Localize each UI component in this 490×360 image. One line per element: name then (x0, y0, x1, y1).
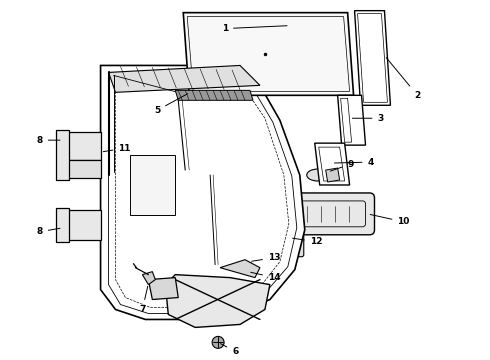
FancyBboxPatch shape (280, 223, 304, 257)
Text: 14: 14 (251, 272, 281, 282)
Text: 8: 8 (37, 136, 60, 145)
Text: 13: 13 (252, 253, 280, 262)
Polygon shape (100, 66, 305, 319)
Circle shape (74, 142, 83, 150)
Polygon shape (56, 208, 69, 242)
Polygon shape (315, 143, 349, 185)
Circle shape (206, 288, 230, 311)
Polygon shape (355, 11, 391, 105)
Polygon shape (63, 132, 100, 160)
Text: 7: 7 (139, 286, 148, 314)
Circle shape (213, 294, 223, 305)
Polygon shape (183, 13, 354, 95)
Circle shape (212, 336, 224, 348)
Text: 6: 6 (220, 344, 238, 356)
Text: 4: 4 (335, 158, 374, 167)
Circle shape (74, 221, 83, 229)
Polygon shape (338, 95, 366, 145)
Polygon shape (148, 278, 178, 300)
FancyBboxPatch shape (290, 193, 374, 235)
Text: 5: 5 (154, 94, 188, 115)
Circle shape (157, 285, 164, 292)
Ellipse shape (164, 254, 186, 282)
Polygon shape (220, 260, 260, 278)
Ellipse shape (307, 169, 329, 181)
Polygon shape (63, 160, 100, 178)
Ellipse shape (133, 232, 171, 248)
Polygon shape (175, 90, 253, 100)
Polygon shape (130, 155, 175, 215)
Text: 12: 12 (293, 237, 322, 246)
Polygon shape (326, 168, 340, 182)
Circle shape (152, 280, 168, 297)
Polygon shape (143, 272, 155, 285)
Polygon shape (108, 66, 260, 92)
Text: 11: 11 (103, 144, 131, 153)
Polygon shape (165, 275, 270, 328)
Text: 2: 2 (386, 58, 420, 100)
Polygon shape (56, 130, 69, 180)
Text: 1: 1 (222, 24, 287, 33)
Circle shape (70, 137, 88, 155)
Text: 8: 8 (37, 227, 60, 236)
Text: 10: 10 (370, 215, 410, 226)
Text: 3: 3 (352, 114, 384, 123)
Circle shape (239, 256, 251, 268)
Circle shape (70, 216, 88, 234)
Polygon shape (63, 210, 100, 240)
Text: 9: 9 (330, 159, 354, 171)
